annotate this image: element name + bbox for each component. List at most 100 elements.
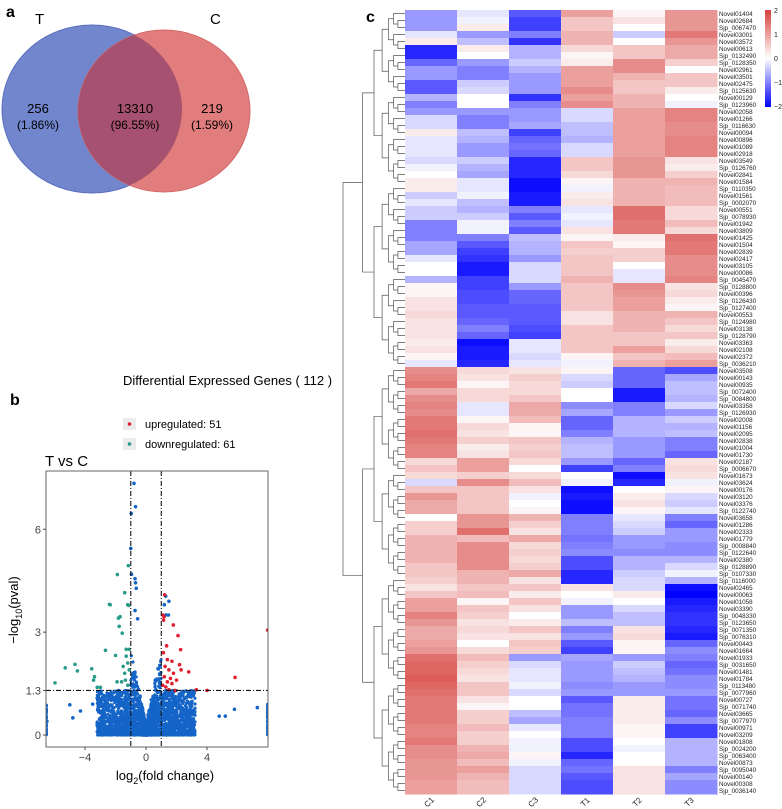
heatmap-cells: [405, 10, 718, 795]
heatmap-cell: [665, 542, 718, 550]
venn-c-unique: 219: [201, 101, 223, 116]
dendrogram-branch: [381, 709, 389, 767]
heatmap-cell: [613, 129, 666, 137]
heatmap-cell: [665, 52, 718, 60]
heatmap-cell: [613, 59, 666, 67]
heatmap-cell: [509, 283, 562, 291]
ns-point: [133, 724, 137, 728]
heatmap-cell: [665, 549, 718, 557]
heatmap-cell: [509, 115, 562, 123]
heatmap-cell: [405, 570, 458, 578]
row-label: Sjp_0128800: [719, 284, 757, 291]
row-label: Novel02380: [719, 557, 753, 564]
column-label: T2: [631, 795, 644, 808]
dendrogram-branch: [397, 769, 405, 777]
heatmap-cell: [405, 738, 458, 746]
heatmap-cell: [457, 689, 510, 697]
heatmap-cell: [613, 304, 666, 312]
heatmap-cell: [509, 696, 562, 704]
heatmap-cell: [405, 591, 458, 599]
ns-point: [184, 733, 189, 737]
ns-point: [223, 714, 228, 718]
dendrogram-branch: [342, 182, 363, 576]
ns-point: [136, 732, 140, 736]
heatmap-cell: [405, 66, 458, 74]
ns-point: [122, 704, 126, 708]
row-label: Sjp_0067470: [719, 25, 757, 32]
ns-point: [178, 713, 182, 717]
ns-point: [140, 724, 144, 728]
heatmap-cell: [665, 122, 718, 130]
heatmap-cell: [561, 115, 614, 123]
legend-key-down: [127, 442, 132, 446]
heatmap-cell: [613, 346, 666, 354]
heatmap-cell: [561, 234, 614, 242]
heatmap-cell: [613, 241, 666, 249]
ns-point: [106, 698, 110, 702]
legend-key-up: [127, 422, 132, 426]
heatmap-cell: [613, 164, 666, 172]
ns-point: [110, 708, 114, 712]
heatmap-cell: [509, 199, 562, 207]
heatmap-cell: [457, 535, 510, 543]
heatmap-cell: [665, 409, 718, 417]
heatmap-cell: [509, 227, 562, 235]
dendrogram-branch: [393, 139, 405, 151]
heatmap-cell: [405, 255, 458, 263]
heatmap-cell: [613, 430, 666, 438]
heatmap-cell: [561, 430, 614, 438]
heatmap-cell: [665, 192, 718, 200]
up-point: [173, 688, 177, 693]
heatmap-cell: [561, 423, 614, 431]
heatmap-cell: [457, 10, 510, 18]
ns-point: [173, 714, 177, 718]
heatmap-cell: [457, 584, 510, 592]
ns-point: [103, 704, 107, 708]
heatmap-cell: [665, 640, 718, 648]
colorbar: [765, 10, 771, 107]
heatmap-cell: [405, 619, 458, 627]
ns-point: [117, 706, 121, 710]
ns-point: [153, 684, 157, 688]
ns-point: [134, 698, 138, 702]
row-label: Novel01266: [719, 116, 753, 123]
heatmap-cell: [665, 283, 718, 291]
heatmap-cell: [561, 381, 614, 389]
heatmap-cell: [613, 409, 666, 417]
ns-point: [97, 717, 101, 721]
heatmap-cell: [405, 696, 458, 704]
ns-point: [110, 726, 114, 730]
ns-point: [173, 695, 177, 699]
heatmap-cell: [561, 451, 614, 459]
ns-point: [103, 730, 107, 735]
row-label: Novel02918: [719, 151, 753, 158]
row-label: Novel01504: [719, 242, 753, 249]
x-tick-label: −4: [79, 752, 92, 764]
heatmap-cell: [405, 171, 458, 179]
heatmap: c Novel01404Novel02684Sjp_0067470Novel03…: [342, 8, 782, 809]
heatmap-cell: [457, 304, 510, 312]
heatmap-cell: [509, 612, 562, 620]
ns-point: [113, 697, 117, 702]
heatmap-cell: [613, 752, 666, 760]
panel-label-a: a: [6, 4, 15, 21]
column-label: T1: [579, 795, 592, 808]
ns-point: [217, 714, 222, 718]
ns-point: [139, 713, 143, 717]
heatmap-cell: [405, 689, 458, 697]
heatmap-cell: [509, 297, 562, 305]
row-label: Novel03624: [719, 480, 753, 487]
ns-point: [173, 733, 177, 737]
heatmap-cell: [405, 731, 458, 739]
dendrogram-branch: [388, 144, 394, 172]
ns-point: [108, 714, 112, 718]
heatmap-cell: [561, 304, 614, 312]
heatmap-cell: [509, 143, 562, 151]
heatmap-cell: [665, 710, 718, 718]
heatmap-cell: [457, 507, 510, 515]
ns-point: [137, 716, 141, 720]
down-point: [123, 678, 128, 682]
ns-point: [95, 730, 99, 734]
ns-point: [102, 708, 106, 712]
ns-point: [104, 720, 108, 724]
